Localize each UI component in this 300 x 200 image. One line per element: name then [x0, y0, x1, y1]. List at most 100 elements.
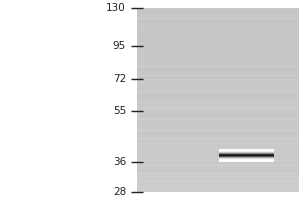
Bar [136, 143, 298, 144]
Bar [136, 98, 298, 100]
Bar [136, 115, 298, 117]
Bar [219, 152, 274, 153]
Bar [136, 34, 298, 36]
Bar [136, 171, 298, 172]
Bar [136, 54, 298, 56]
Bar [136, 48, 298, 49]
Bar [136, 89, 298, 91]
Bar [136, 151, 298, 152]
Bar [136, 33, 298, 34]
Bar [136, 39, 298, 40]
Bar [136, 181, 298, 183]
Text: 28: 28 [113, 187, 126, 197]
Bar [136, 57, 298, 59]
Bar [136, 13, 298, 14]
Bar [136, 91, 298, 92]
Bar [136, 125, 298, 126]
Bar [136, 17, 298, 19]
Bar [136, 183, 298, 184]
Bar [136, 137, 298, 138]
Bar [136, 155, 298, 157]
Bar [136, 149, 298, 151]
Bar [219, 151, 274, 152]
Bar [136, 26, 298, 28]
Bar [136, 111, 298, 112]
Bar [219, 153, 274, 154]
Bar [136, 189, 298, 190]
Bar [136, 56, 298, 57]
Bar [136, 120, 298, 121]
Bar [136, 109, 298, 111]
Bar [136, 146, 298, 148]
Bar [136, 37, 298, 39]
Bar [136, 86, 298, 88]
Bar [136, 121, 298, 123]
Bar [136, 75, 298, 77]
Bar [136, 166, 298, 167]
Bar [136, 95, 298, 97]
Bar [136, 80, 298, 82]
Bar [136, 161, 298, 163]
Bar [136, 180, 298, 181]
Bar [136, 85, 298, 86]
Bar [136, 117, 298, 118]
Bar [219, 159, 274, 160]
Bar [136, 100, 298, 102]
Bar [136, 190, 298, 192]
Bar [136, 129, 298, 131]
Bar [136, 135, 298, 137]
Text: 130: 130 [106, 3, 126, 13]
Bar [136, 52, 298, 54]
Bar [136, 186, 298, 187]
Bar [136, 20, 298, 22]
Bar [136, 22, 298, 23]
Bar [136, 163, 298, 164]
Bar [136, 138, 298, 140]
Bar [219, 154, 274, 155]
Bar [136, 25, 298, 26]
Bar [136, 16, 298, 17]
Text: 72: 72 [113, 74, 126, 84]
Bar [136, 167, 298, 169]
Bar [136, 174, 298, 175]
Bar [136, 36, 298, 37]
Bar [219, 155, 274, 156]
Bar [219, 156, 274, 157]
Bar [136, 92, 298, 94]
Bar [136, 140, 298, 141]
Bar [136, 187, 298, 189]
Bar [136, 112, 298, 114]
Bar [136, 88, 298, 89]
Bar [136, 29, 298, 31]
Bar [136, 46, 298, 48]
Bar [136, 14, 298, 16]
Bar [136, 74, 298, 75]
Bar [136, 11, 298, 13]
Bar [136, 103, 298, 105]
Bar [219, 161, 274, 162]
Bar [136, 65, 298, 66]
Text: kDa: kDa [106, 0, 128, 2]
Bar [136, 42, 298, 43]
Bar [136, 118, 298, 120]
Bar [136, 184, 298, 186]
Bar [136, 114, 298, 115]
Bar [136, 66, 298, 68]
Bar [136, 178, 298, 180]
Text: 55: 55 [113, 106, 126, 116]
Bar [136, 160, 298, 161]
Text: 36: 36 [113, 157, 126, 167]
Bar [136, 175, 298, 177]
Bar [136, 60, 298, 62]
Bar [136, 157, 298, 158]
Bar [136, 10, 298, 11]
Bar [136, 79, 298, 80]
Bar [219, 157, 274, 158]
Bar [136, 68, 298, 69]
Bar [136, 71, 298, 72]
Bar [136, 148, 298, 149]
Bar [136, 177, 298, 178]
Bar [136, 63, 298, 65]
Bar [219, 160, 274, 161]
Bar [136, 105, 298, 106]
